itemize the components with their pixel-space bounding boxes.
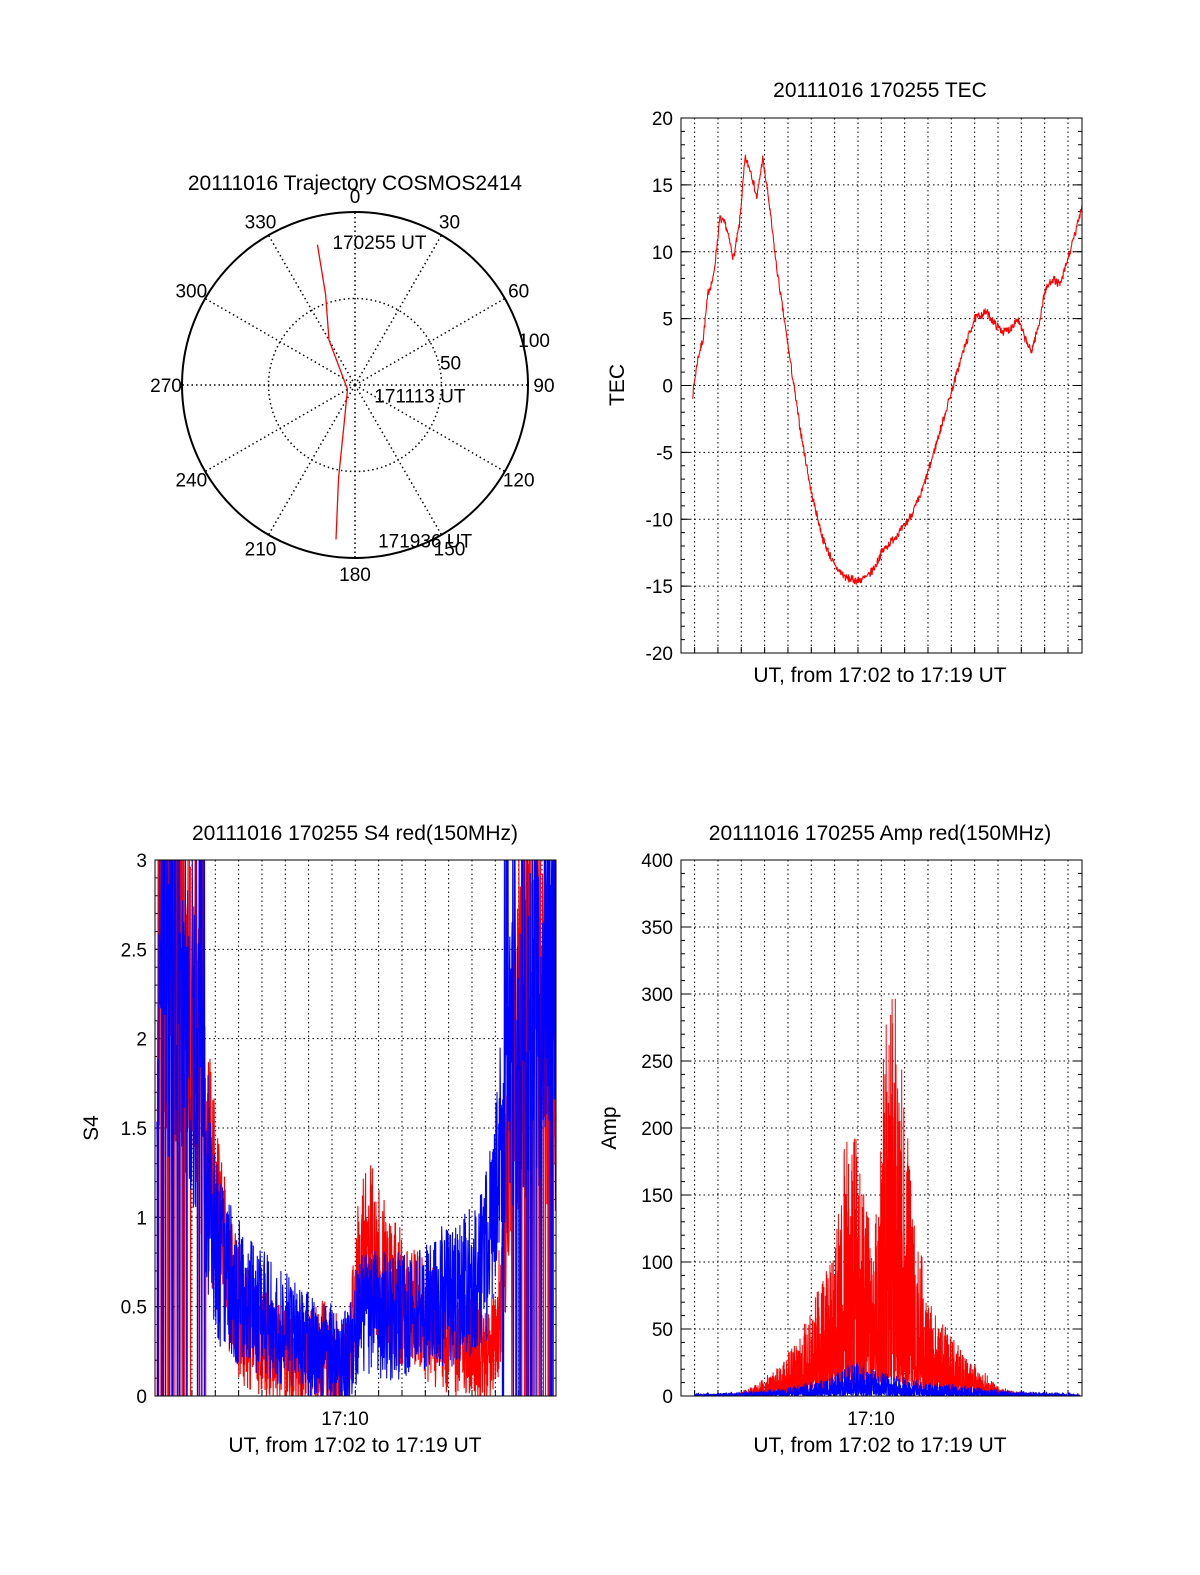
s4-y-tick-label: 0.5 (121, 1298, 147, 1319)
polar-spoke (354, 384, 443, 536)
s4-plot-frame (154, 859, 557, 1397)
polar-trajectory (316, 244, 349, 540)
polar-angle-tick-label: 270 (150, 376, 182, 397)
polar-trajectory-line (316, 244, 349, 540)
polar-panel: 20111016 Trajectory COSMOS2414 0 30 60 90 12… (150, 172, 554, 586)
amp-y-tick-label: 400 (641, 851, 673, 872)
amp-series (694, 998, 1081, 1397)
tec-y-tick-label: -10 (646, 510, 673, 531)
tec-panel: 20111016 170255 TEC -20-15-10-505101520 … (606, 79, 1083, 687)
polar-radial-labels: 50 100 (440, 331, 550, 374)
polar-spoke (204, 297, 356, 386)
s4-x-tick-label: 17:10 (321, 1409, 369, 1430)
amp-y-tick-label: 0 (662, 1387, 673, 1408)
polar-angle-tick-label: 180 (339, 565, 371, 586)
polar-angle-tick-label: 90 (533, 376, 554, 397)
amp-x-axis-label: UT, from 17:02 to 17:19 UT (753, 1434, 1006, 1457)
s4-panel: 20111016 170255 S4 red(150MHz) 0 0.5 1 1.5 2… (80, 822, 557, 1457)
amp-plot-frame (680, 859, 1083, 1397)
s4-y-tick-label: 2 (136, 1030, 147, 1051)
amp-y-tick-label: 250 (641, 1052, 673, 1073)
polar-angle-tick-label: 150 (434, 540, 466, 561)
amp-y-tick-label: 300 (641, 985, 673, 1006)
polar-radial-tick-label: 100 (518, 331, 550, 352)
polar-annotation: 170255 UT (332, 233, 426, 254)
polar-angle-labels: 0 30 60 90 120 150 180 210 240 270 300 330 (150, 187, 554, 586)
polar-annotation: 171936 UT (378, 532, 472, 553)
tec-y-tick-label: 15 (652, 176, 673, 197)
polar-grid (182, 212, 528, 558)
s4-y-tick-label: 2.5 (121, 940, 147, 961)
amp-y-axis-label: Amp (598, 1106, 621, 1149)
polar-angle-tick-label: 120 (503, 471, 535, 492)
s4-series-line (156, 859, 557, 1397)
amp-y-tick-label: 100 (641, 1253, 673, 1274)
amp-series-line (694, 998, 1080, 1397)
tec-title: 20111016 170255 TEC (773, 79, 987, 102)
polar-angle-tick-label: 330 (245, 212, 277, 233)
polar-spoke (267, 234, 356, 386)
polar-angle-tick-label: 210 (245, 540, 277, 561)
polar-angle-tick-label: 240 (175, 471, 207, 492)
tec-y-tick-label: 10 (652, 243, 673, 264)
tec-y-tick-label: 20 (652, 109, 673, 130)
polar-annotations: 170255 UT 171113 UT 171936 UT (332, 233, 472, 553)
polar-outer-circle (181, 211, 529, 559)
tec-plot-frame (680, 117, 1083, 654)
s4-y-tick-label: 1.5 (121, 1119, 147, 1140)
amp-panel: 20111016 170255 Amp red(150MHz) 0 50 100 15… (598, 822, 1083, 1457)
polar-angle-tick-label: 300 (175, 282, 207, 303)
tec-y-tick-label: 0 (662, 377, 673, 398)
polar-title: 20111016 Trajectory COSMOS2414 (188, 172, 523, 195)
tec-y-tick-label: 5 (662, 310, 673, 331)
amp-y-tick-label: 150 (641, 1186, 673, 1207)
tec-y-axis-label: TEC (606, 364, 629, 406)
tec-grid (681, 118, 1082, 653)
polar-radial-tick-label: 50 (440, 354, 461, 375)
tec-series-line (692, 154, 1083, 585)
amp-y-tick-label: 50 (652, 1320, 673, 1341)
polar-angle-tick-label: 0 (350, 187, 361, 208)
tec-y-tick-label: -20 (646, 644, 673, 665)
polar-spoke (354, 384, 506, 473)
polar-spoke (204, 384, 356, 473)
amp-y-tick-label: 200 (641, 1119, 673, 1140)
tec-y-tick-label: -15 (646, 577, 673, 598)
amp-x-tick-label: 17:10 (847, 1409, 895, 1430)
amp-title: 20111016 170255 Amp red(150MHz) (709, 822, 1051, 845)
polar-angle-tick-label: 60 (508, 282, 529, 303)
s4-y-tick-label: 3 (136, 851, 147, 872)
polar-angle-tick-label: 30 (439, 212, 460, 233)
s4-y-axis-label: S4 (80, 1115, 103, 1141)
polar-spoke (354, 297, 506, 386)
amp-y-tick-label: 350 (641, 918, 673, 939)
amp-y-ticks: 0 50 100 150 200 250 300 350 400 (641, 851, 1082, 1408)
polar-spoke (354, 234, 443, 386)
tec-y-tick-label: -5 (656, 443, 673, 464)
polar-spoke (267, 384, 356, 536)
polar-annotation: 171113 UT (374, 387, 466, 408)
tec-x-axis-label: UT, from 17:02 to 17:19 UT (753, 664, 1006, 687)
tec-series (692, 154, 1083, 585)
s4-title: 20111016 170255 S4 red(150MHz) (192, 822, 518, 845)
s4-series (156, 859, 557, 1397)
s4-y-tick-label: 0 (136, 1387, 147, 1408)
tec-y-ticks: -20 -15 -10 -5 0 5 10 15 20 (646, 109, 1082, 665)
s4-y-tick-label: 1 (136, 1208, 147, 1229)
s4-x-axis-label: UT, from 17:02 to 17:19 UT (228, 1434, 481, 1457)
